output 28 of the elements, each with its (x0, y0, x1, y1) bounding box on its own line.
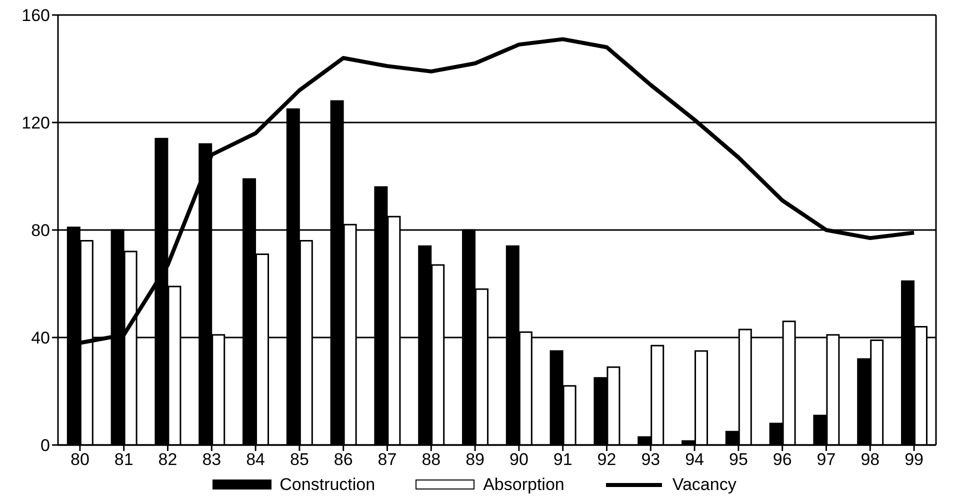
y-tick-label: 40 (31, 328, 50, 348)
x-tick-label: 82 (158, 450, 178, 470)
legend-label: Vacancy (672, 475, 736, 495)
x-tick-label: 94 (685, 450, 704, 470)
x-tick-label: 84 (246, 450, 266, 470)
x-tick-label: 99 (904, 450, 924, 470)
x-tick-label: 96 (772, 450, 792, 470)
x-tick-label: 95 (728, 450, 748, 470)
x-tick-label: 83 (202, 450, 222, 470)
legend-label: Construction (280, 475, 376, 495)
x-tick-label: 81 (114, 450, 134, 470)
x-tick-label: 91 (553, 450, 572, 470)
x-tick-label: 98 (860, 450, 880, 470)
y-tick-label: 80 (31, 221, 50, 240)
x-tick-label: 90 (509, 450, 528, 470)
x-tick-label: 93 (641, 450, 660, 470)
x-tick-label: 97 (816, 450, 836, 470)
y-tick-label: 0 (40, 436, 50, 456)
x-tick-label: 92 (597, 450, 616, 470)
legend-label: Absorption (483, 475, 564, 495)
x-tick-label: 85 (290, 450, 309, 470)
x-tick-label: 89 (466, 450, 485, 470)
x-tick-label: 86 (334, 450, 353, 470)
x-tick-label: 80 (70, 450, 90, 470)
y-tick-label: 160 (22, 6, 50, 26)
x-tick-label: 87 (378, 450, 397, 470)
x-tick-label: 88 (422, 450, 441, 470)
y-tick-label: 120 (22, 114, 50, 133)
